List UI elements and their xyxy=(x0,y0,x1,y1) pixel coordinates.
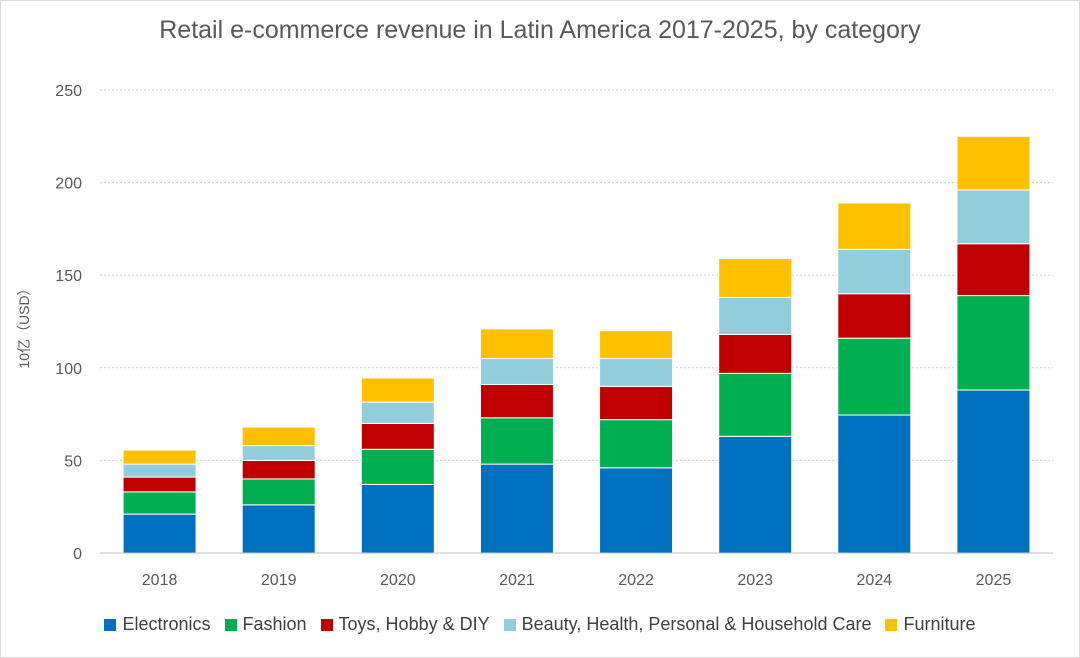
bar-segment xyxy=(956,389,1031,554)
bar-segment xyxy=(241,459,316,480)
bar-segment xyxy=(122,476,197,493)
legend-item: Beauty, Health, Personal & Household Car… xyxy=(503,614,872,635)
bar-segment xyxy=(599,385,674,421)
legend-swatch xyxy=(320,618,333,631)
bar-segment xyxy=(718,258,793,298)
y-tick-label: 100 xyxy=(55,361,82,378)
legend-swatch xyxy=(885,618,898,631)
bar-segment xyxy=(718,296,793,335)
legend-label: Toys, Hobby & DIY xyxy=(338,614,490,634)
bar-segment xyxy=(122,491,197,515)
bar-segment xyxy=(241,478,316,506)
bar-segment xyxy=(360,401,435,424)
legend-label: Beauty, Health, Personal & Household Car… xyxy=(521,614,872,634)
bar-segment xyxy=(956,189,1031,245)
bar-segment xyxy=(837,414,912,554)
x-tick-label: 2022 xyxy=(618,572,654,589)
legend-item: Electronics xyxy=(104,614,211,635)
bar-segment xyxy=(360,377,435,403)
bar-segment xyxy=(479,417,554,465)
legend-swatch xyxy=(503,618,516,631)
bar-segment xyxy=(837,248,912,295)
y-tick-label: 0 xyxy=(73,546,82,563)
legend-label: Furniture xyxy=(903,614,976,634)
legend-item: Toys, Hobby & DIY xyxy=(320,614,490,635)
bar-segment xyxy=(599,330,674,360)
bar-segment xyxy=(479,383,554,419)
x-tick-label: 2021 xyxy=(499,572,535,589)
bar-segment xyxy=(956,295,1031,391)
x-tick-label: 2023 xyxy=(737,572,773,589)
bar-segment xyxy=(599,467,674,554)
legend-item: Fashion xyxy=(224,614,307,635)
y-tick-label: 200 xyxy=(55,176,82,193)
bar-segment xyxy=(241,504,316,554)
bar-segment xyxy=(837,337,912,416)
legend-swatch xyxy=(104,618,117,631)
bar-segment xyxy=(241,445,316,461)
bar-segment xyxy=(718,372,793,437)
legend-swatch xyxy=(224,618,237,631)
y-tick-label: 250 xyxy=(55,83,82,100)
bar-segment xyxy=(360,448,435,485)
legend-label: Fashion xyxy=(242,614,307,634)
bar-segment xyxy=(241,426,316,447)
chart-title: Retail e-commerce revenue in Latin Ameri… xyxy=(159,16,921,44)
x-tick-label: 2024 xyxy=(857,572,893,589)
x-tick-label: 2019 xyxy=(261,572,297,589)
bar-segment xyxy=(837,202,912,250)
x-tick-label: 2018 xyxy=(142,572,178,589)
bar-segment xyxy=(479,328,554,360)
bar-segment xyxy=(718,435,793,554)
bar-segment xyxy=(837,293,912,339)
bar-segment xyxy=(122,513,197,554)
bar-segment xyxy=(718,333,793,374)
legend-label: Electronics xyxy=(122,614,211,634)
bar-segment xyxy=(956,135,1031,191)
legend: Electronics Fashion Toys, Hobby & DIY Beaut… xyxy=(0,614,1080,635)
bar-segment xyxy=(956,243,1031,297)
y-tick-label: 50 xyxy=(64,453,82,470)
bar-segment xyxy=(360,483,435,554)
bar-segment xyxy=(599,419,674,469)
bar-segment xyxy=(122,463,197,478)
bar-segment xyxy=(360,422,435,450)
bar-segment xyxy=(479,358,554,385)
bar-segment xyxy=(479,463,554,554)
y-tick-label: 150 xyxy=(55,268,82,285)
x-tick-label: 2020 xyxy=(380,572,416,589)
bar-segment xyxy=(122,449,197,465)
x-tick-label: 2025 xyxy=(976,572,1012,589)
legend-item: Furniture xyxy=(885,614,976,635)
bar-segment xyxy=(599,358,674,387)
